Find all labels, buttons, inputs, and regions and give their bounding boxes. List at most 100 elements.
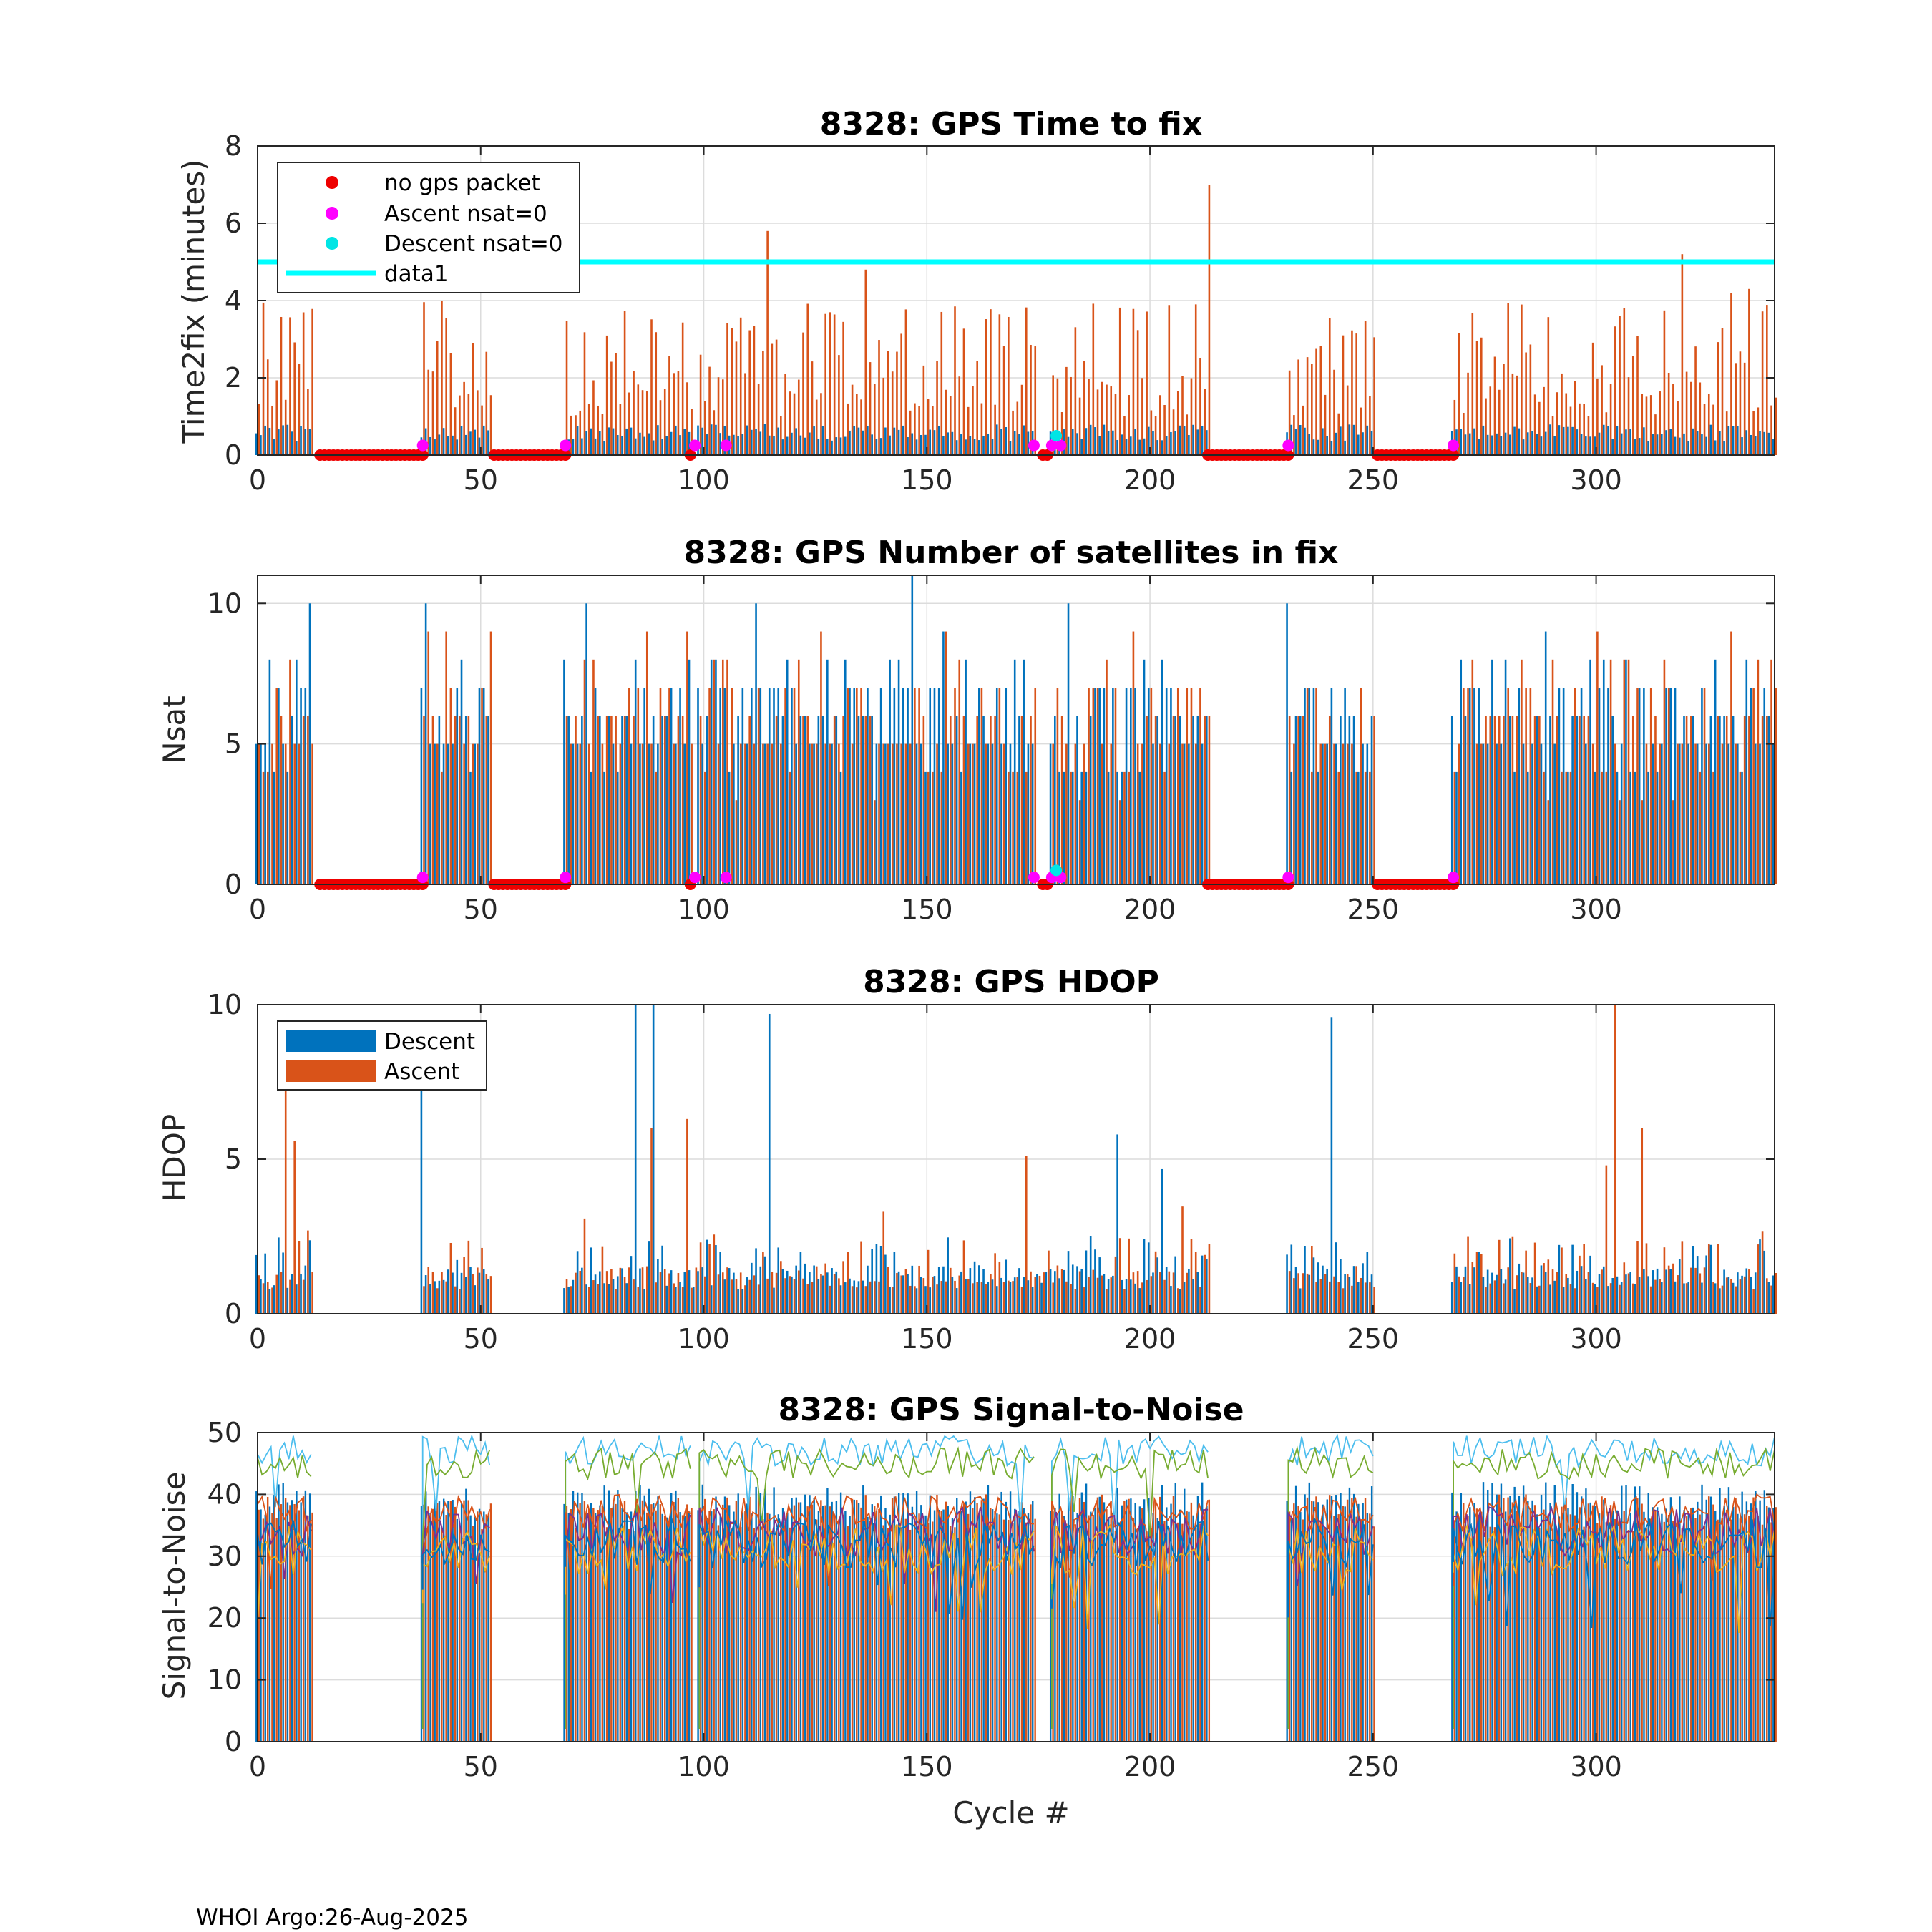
- ascent-bar: [619, 1267, 622, 1314]
- ascent-bar: [784, 1522, 786, 1742]
- ascent-bar: [1293, 1278, 1295, 1314]
- descent-bar: [955, 440, 958, 455]
- descent-bar: [1656, 1507, 1659, 1742]
- ascent-bar: [882, 377, 885, 455]
- descent-bar: [715, 1245, 717, 1314]
- descent-bar: [1352, 424, 1355, 455]
- descent-bar: [1005, 1259, 1008, 1314]
- descent-bar: [1629, 1513, 1631, 1742]
- descent-bar: [675, 743, 677, 884]
- ascent-bar: [601, 1506, 604, 1742]
- descent-bar: [442, 743, 445, 884]
- descent-bar: [781, 716, 784, 884]
- descent-bar: [1326, 436, 1328, 455]
- descent-bar: [260, 1279, 262, 1314]
- ascent-bar: [445, 1515, 447, 1742]
- ascent-bar: [793, 688, 796, 884]
- descent-bar: [1148, 1498, 1150, 1742]
- ascent-bar: [896, 351, 898, 455]
- descent-bar: [723, 1496, 726, 1742]
- descent-bar: [1723, 1506, 1725, 1742]
- descent-bar: [563, 659, 565, 884]
- ascent-bar: [592, 1280, 595, 1314]
- ascent-bar: [985, 319, 987, 455]
- descent-bar: [1518, 688, 1521, 884]
- ascent-bar: [900, 333, 902, 455]
- ascent-bar: [927, 399, 930, 455]
- ascent-bar: [1569, 1284, 1572, 1314]
- descent-bar: [1058, 771, 1060, 884]
- descent-bar: [1000, 429, 1002, 455]
- ascent-bar: [1355, 1516, 1357, 1742]
- ascent-bar: [864, 1495, 867, 1742]
- ascent-bar: [1146, 716, 1148, 884]
- ascent-bar: [1587, 716, 1590, 884]
- descent-bar: [755, 1486, 757, 1742]
- descent-bar: [1647, 441, 1649, 455]
- ascent-bar: [1172, 409, 1175, 455]
- ascent-bar: [459, 1523, 461, 1742]
- descent-bar: [1598, 432, 1601, 455]
- ascent-bar: [445, 631, 447, 884]
- ascent-bar: [744, 743, 746, 884]
- ascent-bar: [1516, 375, 1518, 455]
- descent-bar: [621, 436, 623, 455]
- ascent-bar: [811, 1282, 814, 1314]
- descent-bar: [1629, 771, 1631, 884]
- descent-bar: [657, 1259, 659, 1314]
- descent-bar: [1531, 1277, 1533, 1314]
- ascent-bar: [1118, 1238, 1121, 1314]
- ascent-bar: [1761, 716, 1764, 884]
- descent-bar: [286, 424, 289, 455]
- descent-bar: [625, 1283, 628, 1314]
- ascent-bar: [699, 716, 702, 884]
- ascent-bar: [932, 1277, 934, 1314]
- ascent-bar: [927, 1249, 930, 1314]
- ascent-bar: [1008, 316, 1010, 455]
- ascent-bar: [1614, 1005, 1616, 1314]
- descent-bar: [973, 1261, 976, 1314]
- ascent-bar: [280, 1504, 283, 1742]
- ascent-bar: [972, 743, 974, 884]
- snr-series-sat3: [1287, 1497, 1374, 1561]
- ascent-bar: [1761, 1231, 1764, 1314]
- descent-bar: [487, 1516, 489, 1742]
- ascent-bar: [1529, 1508, 1531, 1742]
- y-tick-label: 10: [208, 989, 242, 1020]
- ascent-bar: [1012, 1281, 1014, 1314]
- descent-bar: [1616, 771, 1619, 884]
- descent-bar: [1464, 1266, 1467, 1314]
- y-tick-label: 50: [208, 1417, 242, 1448]
- descent-bar: [763, 1489, 766, 1742]
- ascent-bar: [815, 1519, 818, 1742]
- ascent-bar: [891, 1287, 894, 1314]
- descent-bar: [786, 436, 789, 455]
- x-tick-label: 300: [1570, 894, 1622, 925]
- ascent-bar: [587, 1287, 590, 1314]
- ascent-bar: [762, 1252, 764, 1314]
- ascent-nsat0-marker: [1055, 439, 1067, 452]
- descent-bar: [1741, 1275, 1743, 1314]
- ascent-bar: [659, 688, 662, 884]
- descent-bar: [1652, 743, 1654, 884]
- ascent-bar: [922, 1278, 925, 1314]
- descent-bar: [1585, 743, 1587, 884]
- descent-bar: [653, 1503, 655, 1742]
- descent-bar: [1018, 716, 1020, 884]
- ascent-bar: [1667, 1514, 1670, 1742]
- descent-bar: [1531, 743, 1533, 884]
- ascent-bar: [1360, 1277, 1362, 1314]
- descent-bar: [304, 429, 307, 455]
- ascent-bar: [623, 716, 626, 884]
- descent-bar: [915, 439, 918, 455]
- descent-bar: [978, 688, 980, 884]
- ascent-bar: [258, 743, 260, 884]
- ascent-bar: [1324, 743, 1327, 884]
- descent-bar: [1206, 1506, 1208, 1742]
- plot-area-nsat: [255, 575, 1777, 890]
- descent-bar: [1652, 1270, 1654, 1314]
- descent-bar: [987, 1281, 990, 1314]
- ascent-bar: [1030, 1504, 1032, 1742]
- ascent-bar: [873, 800, 876, 884]
- descent-bar: [1201, 743, 1204, 884]
